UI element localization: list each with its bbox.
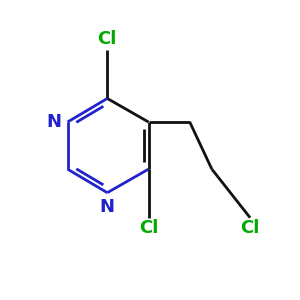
Text: N: N bbox=[100, 198, 115, 216]
Text: N: N bbox=[47, 113, 62, 131]
Text: Cl: Cl bbox=[240, 219, 260, 237]
Text: Cl: Cl bbox=[139, 219, 158, 237]
Text: Cl: Cl bbox=[98, 30, 117, 48]
